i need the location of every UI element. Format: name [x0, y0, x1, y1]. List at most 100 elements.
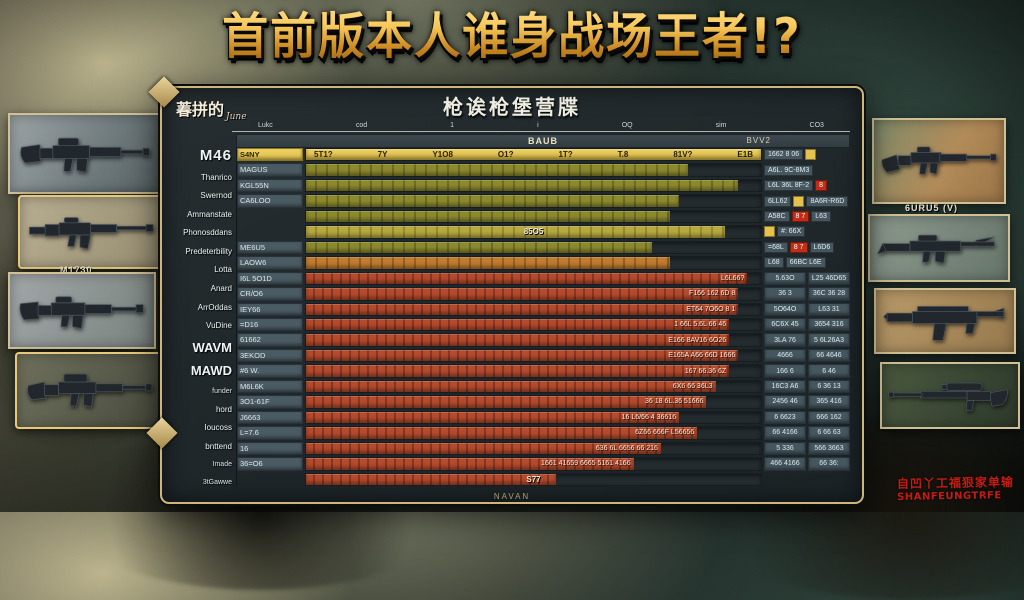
stat-bar-fill: E166 8AV16 6O26: [306, 334, 730, 346]
battle-rifle-icon: [881, 147, 997, 175]
gutter-label: 3tGawwe: [202, 478, 232, 486]
stat-bar-fill: 636 6L 6656 66 216: [306, 442, 661, 455]
bar-value: E1B: [737, 150, 753, 160]
bar-value: T.8: [617, 150, 629, 160]
weapon-card-right-1: [872, 118, 1006, 204]
row-label: #6 W.: [237, 364, 303, 378]
ruler-tick: CO3: [809, 122, 824, 129]
gutter-label: Thanrico: [200, 172, 232, 182]
value-cell: 5 336: [764, 441, 806, 456]
row-label: I6L 5O1D: [237, 271, 303, 286]
row-right-region: L68 66BC L6E: [764, 256, 850, 269]
value-badge: [805, 149, 817, 161]
stat-bar-track: 5T1? 7Y Y1O8 O1? 1T? T.8 81V? E1B: [305, 148, 762, 162]
row-label: [237, 225, 303, 238]
scoped-rifle-icon: [27, 374, 153, 408]
bar-end-value: E165A A66 66D 1666: [668, 352, 736, 360]
stat-bar-track: [305, 209, 762, 224]
bar-value: 5T1?: [314, 150, 333, 160]
row-right-region: #: 66X: [764, 225, 850, 238]
value-cell: 4666: [764, 348, 806, 363]
stat-bar-track: [305, 178, 762, 193]
value-cell: 6 66 63: [808, 426, 850, 440]
row-label: IEY66: [237, 302, 303, 316]
gutter-label: Swernod: [200, 191, 232, 201]
value-cell: 5.63O: [764, 271, 806, 286]
gutter-label: Lotta: [214, 265, 232, 275]
stat-bar-track: [305, 256, 762, 270]
corner-label-suffix: June: [226, 112, 247, 123]
row-right-region: [764, 473, 850, 486]
row-label: J6663: [237, 410, 303, 425]
value-cell: 66 4166: [764, 426, 806, 440]
bar-end-value: 6X6 66 36L3: [672, 383, 713, 391]
panel-corner-label: 萶拼的 June: [176, 96, 247, 122]
row-right-region: 6C6X 45 3654 316: [764, 317, 850, 332]
value-badge: =68L: [764, 241, 788, 253]
row-right-region: 4666 66 4646: [764, 348, 850, 363]
weapon-label-right: 6URU5 (V): [905, 203, 959, 213]
gutter-label: VuDine: [206, 321, 232, 331]
table-row: =D16 1 66L 5.6L 66 46 6C6X 45 3654 316: [237, 317, 850, 332]
row-right-region: A58C 8 7 L63: [764, 210, 850, 223]
value-badge: [764, 226, 775, 238]
watermark: 自凹丫工福狠家单输 SHANFEUNGTRFE: [897, 475, 1014, 503]
value-cell: 566 3663: [808, 441, 850, 456]
value-cell: 66 4646: [808, 348, 850, 363]
value-cell: 6 36 13: [808, 379, 850, 394]
stat-bar-fill: 6Z66 666F L56656: [306, 427, 698, 439]
stat-bar-fill: [306, 179, 739, 192]
stat-bar-fill: [306, 473, 557, 485]
stat-bar-track: [305, 194, 762, 208]
row-right-region: 16C3 A6 6 36 13: [764, 379, 850, 394]
gutter-label: Imade: [212, 461, 232, 469]
row-right-region: 36 3 36C 36 28: [764, 287, 850, 301]
row-label: M6L6K: [237, 379, 303, 394]
row-label: ME6U5: [237, 240, 303, 255]
row-label: [237, 473, 303, 486]
value-cell: 2456 46: [764, 395, 806, 409]
gutter-label: hord: [215, 404, 232, 414]
bar-end-value: ET64 7O6O 8 1: [686, 305, 736, 313]
sniper-rifle-icon: [888, 382, 1009, 411]
stat-bar-track: E165A A66 66D 1666: [305, 348, 762, 363]
row-right-region: 2456 46 365 416: [764, 395, 850, 409]
row-label: L=7.6: [237, 426, 303, 440]
row-right-region: L6L 36L 8F-2 8: [764, 179, 850, 192]
bar-values: 5T1? 7Y Y1O8 O1? 1T? T.8 81V? E1B: [306, 149, 761, 160]
row-right-region: A6L. 9C-8M3: [764, 163, 850, 176]
value-badge: 8 7: [791, 211, 810, 223]
value-badge: L68: [764, 257, 784, 269]
row-label: 61662: [237, 333, 303, 347]
value-badge: 1662 8 06: [764, 149, 804, 161]
assault-rifle-icon: [19, 296, 144, 329]
bar-value: Y1O8: [432, 150, 453, 160]
table-row: CA6LOO 6LL62 8A6R-R6D: [237, 194, 850, 208]
stat-bar-track: 1 66L 5.6L 66 46: [305, 317, 762, 332]
value-cell: 3654 316: [808, 317, 850, 332]
row-right-region: 466 4166 66 36:: [764, 457, 850, 471]
row-label: LAOW6: [237, 256, 303, 270]
value-cell: 36 3: [764, 287, 806, 301]
value-cell: 3LA 76: [764, 333, 806, 347]
weapon-card-right-2: [868, 214, 1010, 282]
value-cell: 36C 36 28: [808, 287, 850, 301]
row-label: [237, 210, 303, 223]
bar-end-value: 6Z66 666F L56656: [635, 429, 695, 437]
table-row: S77: [237, 472, 850, 486]
row-label-gutter: M46 Thanrico Swernod Ammanstate Phonosddans P…: [166, 148, 236, 486]
value-cell: 365 416: [808, 395, 850, 409]
table-row: A58C 8 7 L63: [237, 209, 850, 224]
stat-bar-fill: 1 66L 5.6L 66 46: [306, 318, 730, 331]
stat-bar-fill: ET64 7O6O 8 1: [306, 303, 739, 315]
value-badge: [793, 195, 805, 207]
stat-bar-track: [305, 240, 762, 255]
page-title: 首前版本人谁身战场王者!?: [0, 0, 1024, 68]
watermark-line2: SHANFEUNGTRFE: [897, 489, 1002, 503]
row-right-region: 5O64O L63 31: [764, 302, 850, 316]
table-row: 16 636 6L 6656 66 216 5 336 566 3663: [237, 441, 850, 456]
value-badge: L6L 36L 8F-2: [764, 180, 814, 192]
bar-value: 1T?: [558, 150, 573, 160]
stat-bar-fill: L6L66?: [306, 272, 748, 285]
